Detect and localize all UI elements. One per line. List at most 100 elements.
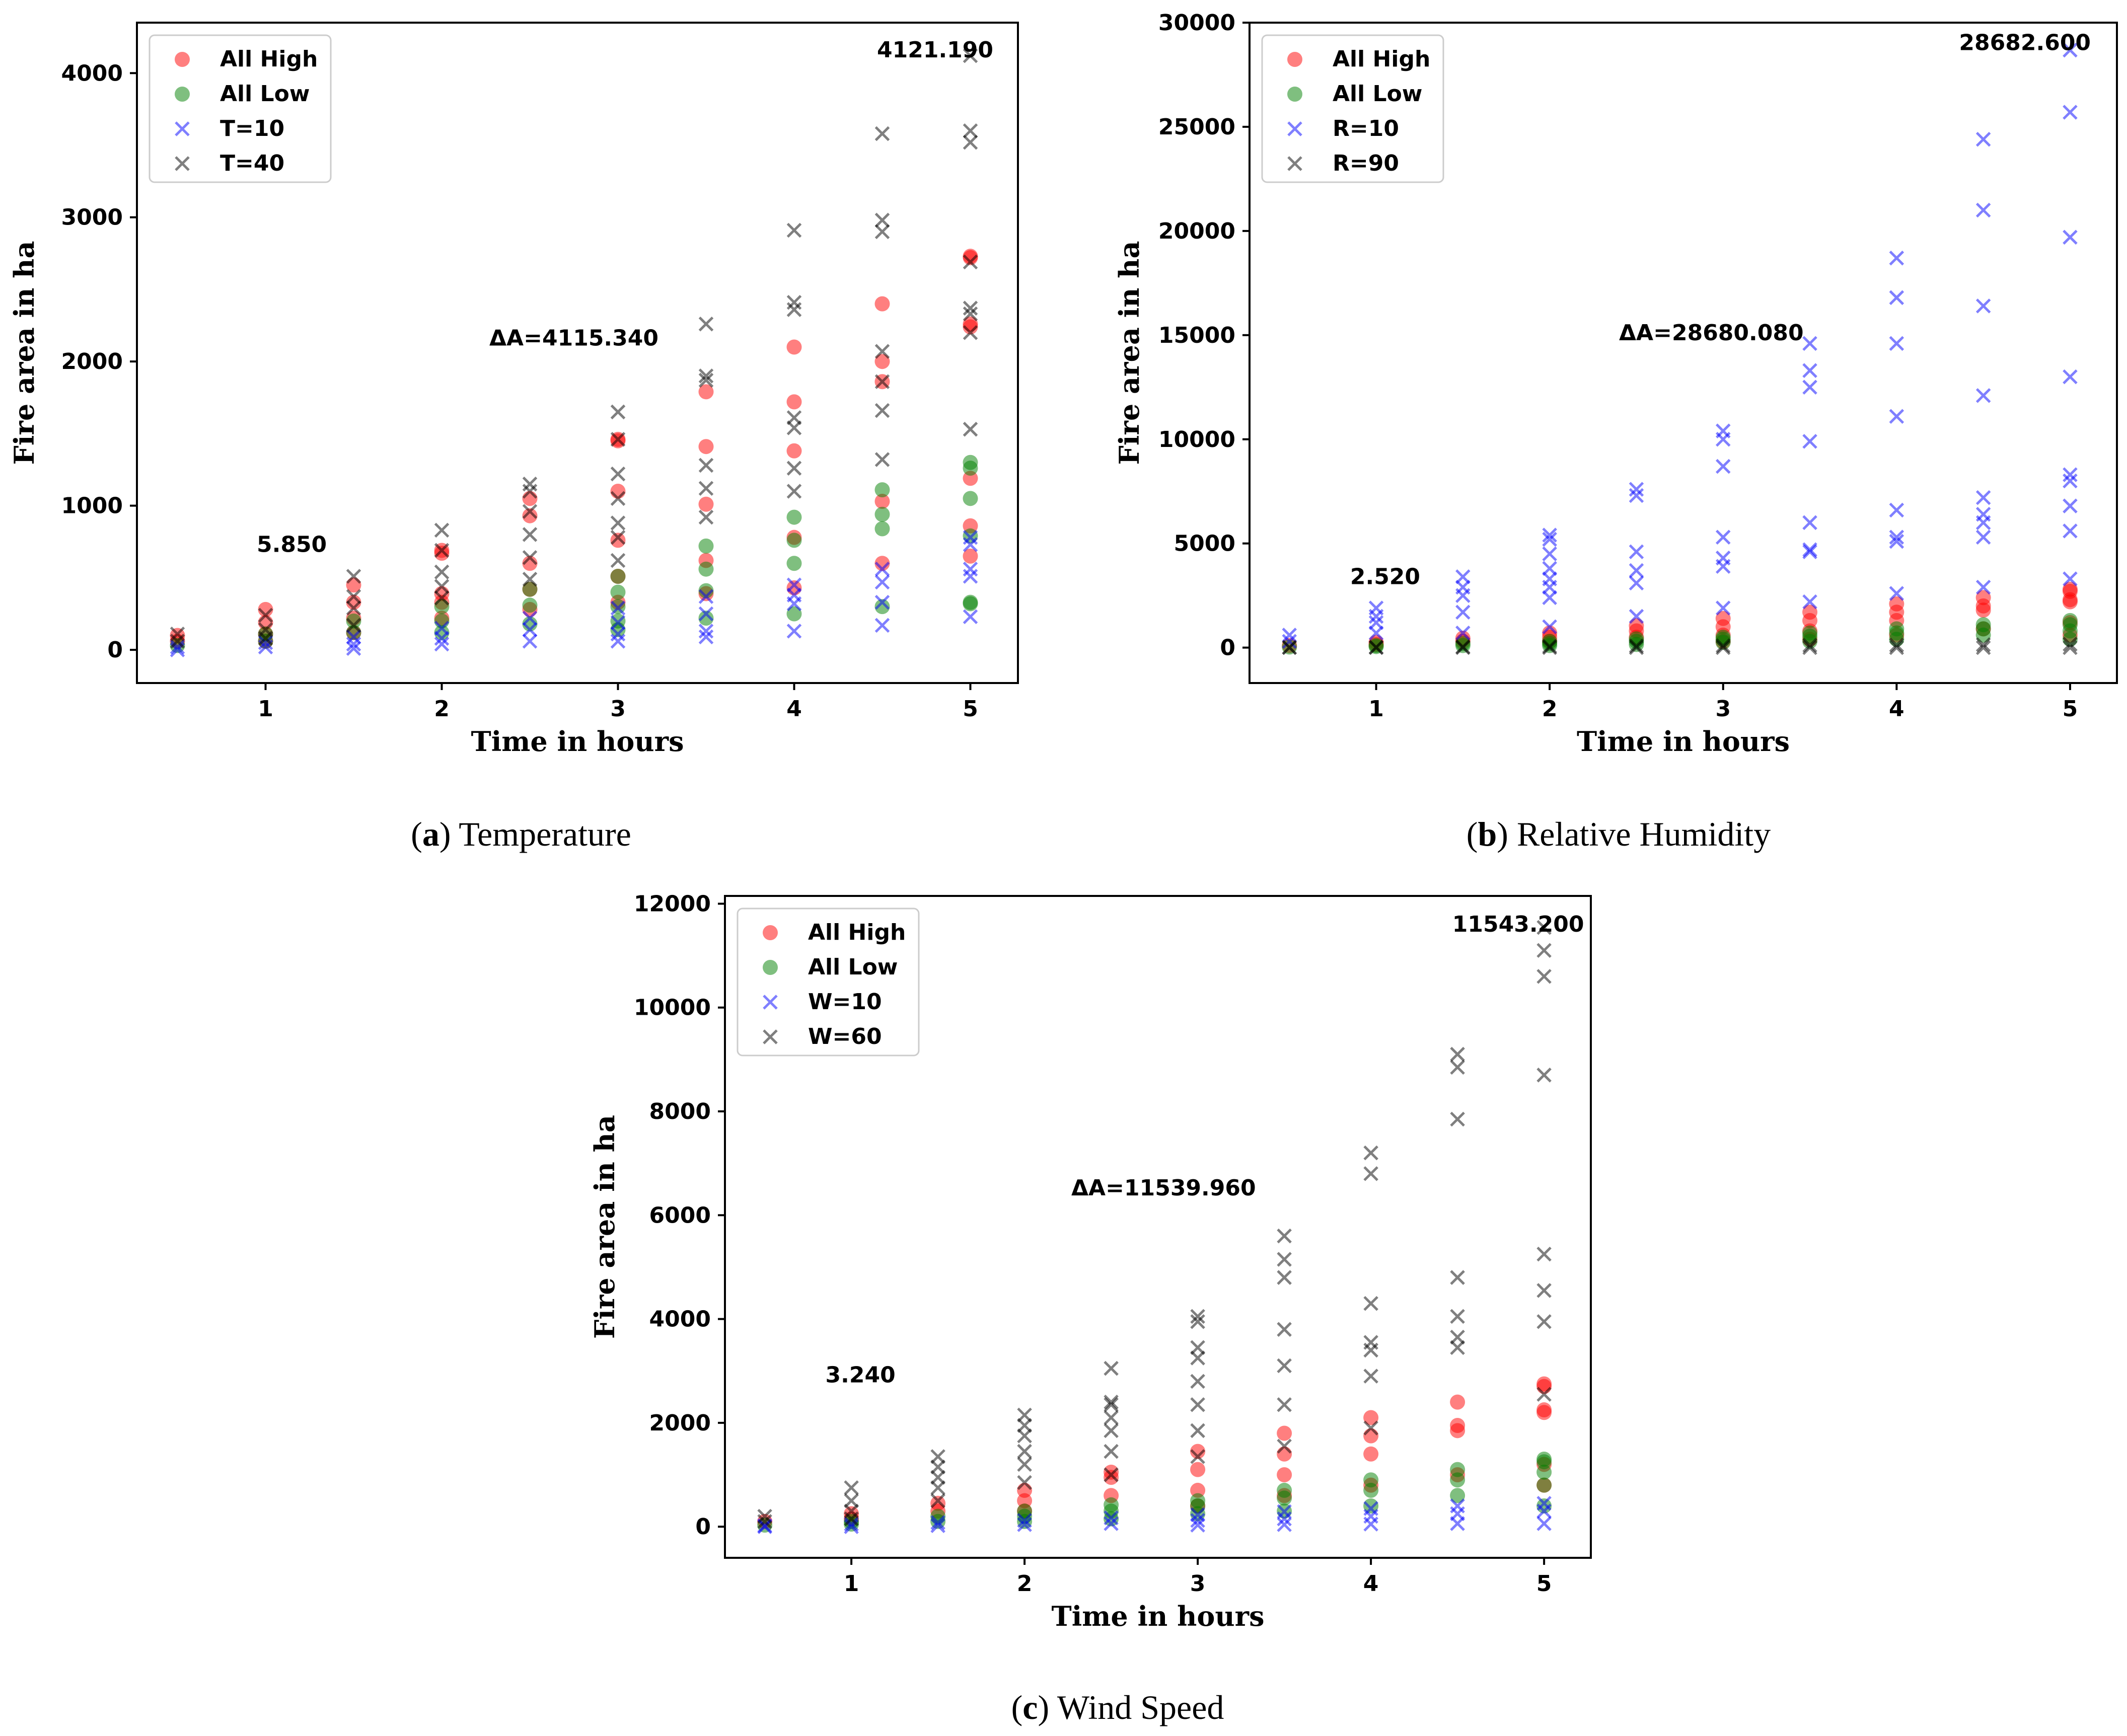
data-point <box>258 631 273 646</box>
caption-text: Temperature <box>459 815 631 853</box>
data-point <box>1104 1394 1119 1410</box>
data-point <box>434 546 450 561</box>
data-point <box>610 432 626 447</box>
data-point <box>522 616 538 632</box>
data-point <box>1368 640 1384 655</box>
data-point <box>1629 488 1644 503</box>
data-point <box>874 374 890 390</box>
data-point <box>1363 1369 1378 1384</box>
data-point <box>1889 409 1904 424</box>
data-point <box>1536 1464 1552 1480</box>
data-point <box>1450 1516 1465 1531</box>
data-point <box>786 556 802 571</box>
data-point <box>1017 1475 1032 1490</box>
data-point <box>963 548 978 564</box>
data-point <box>1363 1446 1379 1462</box>
annotation: 3.240 <box>826 1362 896 1388</box>
data-point <box>1889 290 1904 306</box>
data-point <box>1536 1498 1552 1514</box>
data-point <box>522 550 538 565</box>
data-point <box>1536 1516 1552 1531</box>
data-point <box>1277 1467 1292 1482</box>
data-point <box>1802 336 1817 351</box>
data-point <box>1802 542 1817 557</box>
data-point <box>1542 590 1557 606</box>
data-point <box>2063 640 2078 655</box>
y-tick-label: 1000 <box>61 493 123 519</box>
y-tick-label: 2000 <box>649 1410 711 1436</box>
legend-marker <box>175 52 190 67</box>
x-axis-label: Time in hours <box>1577 725 1790 758</box>
data-point <box>1368 609 1384 624</box>
y-tick-label: 8000 <box>649 1099 711 1124</box>
y-tick-label: 0 <box>695 1514 711 1540</box>
y-tick-label: 0 <box>1220 635 1235 661</box>
data-point <box>1450 1462 1465 1477</box>
data-point <box>786 484 802 499</box>
data-point <box>963 300 978 316</box>
data-point <box>346 600 361 616</box>
data-point <box>1277 1490 1292 1506</box>
data-point <box>1363 1296 1378 1311</box>
x-tick-label: 2 <box>434 696 450 722</box>
data-point <box>522 527 538 542</box>
data-point <box>2063 105 2078 120</box>
data-point <box>1190 1314 1205 1329</box>
series-r-10 <box>1282 42 2078 649</box>
data-point <box>874 344 890 359</box>
data-point <box>1536 1246 1552 1262</box>
data-point <box>1536 1379 1552 1394</box>
data-point <box>1889 637 1904 653</box>
data-point <box>1450 1060 1465 1075</box>
data-point <box>1450 1309 1465 1324</box>
data-point <box>786 394 802 410</box>
data-point <box>1277 1252 1292 1267</box>
data-point <box>1542 619 1557 635</box>
data-point <box>434 631 450 646</box>
data-point <box>610 634 626 649</box>
legend-marker <box>763 995 778 1010</box>
data-point <box>1975 515 1991 531</box>
data-point <box>1277 1511 1292 1527</box>
data-point <box>698 624 714 639</box>
data-point <box>1536 1454 1552 1470</box>
data-point <box>874 521 890 537</box>
data-point <box>1715 431 1731 447</box>
data-point <box>1190 1423 1205 1439</box>
data-point <box>1536 1314 1552 1329</box>
legend-marker <box>1287 156 1302 171</box>
data-point <box>874 594 890 610</box>
data-point <box>522 611 538 626</box>
data-point <box>1277 1228 1292 1244</box>
caption-letter: c <box>1022 1688 1038 1726</box>
data-point <box>522 634 538 649</box>
data-point <box>2063 571 2078 586</box>
data-point <box>1975 602 1991 618</box>
data-point <box>1802 594 1817 610</box>
data-point <box>963 123 978 138</box>
data-point <box>1363 1420 1378 1436</box>
data-point <box>1190 1350 1205 1366</box>
data-point <box>1975 637 1991 652</box>
data-point <box>1104 1510 1119 1526</box>
caption-letter: a <box>422 815 439 853</box>
y-axis-label: Fire area in ha <box>8 241 40 465</box>
y-tick-label: 15000 <box>1158 323 1235 348</box>
data-point <box>930 1480 945 1495</box>
data-point <box>1802 515 1817 531</box>
data-point <box>1542 532 1557 547</box>
series-t-40 <box>170 48 978 649</box>
series-all-low <box>757 1452 1552 1533</box>
data-point <box>610 615 626 630</box>
data-point <box>1629 544 1644 560</box>
data-point <box>1190 1397 1205 1412</box>
legend-label: T=10 <box>220 116 284 141</box>
data-point <box>1715 559 1731 574</box>
x-tick-label: 5 <box>1536 1571 1552 1597</box>
data-point <box>874 556 890 571</box>
data-point <box>1802 380 1817 395</box>
data-point <box>1190 1462 1206 1477</box>
data-point <box>1190 1309 1205 1324</box>
series-t-10 <box>170 530 978 657</box>
legend-marker <box>175 121 190 136</box>
